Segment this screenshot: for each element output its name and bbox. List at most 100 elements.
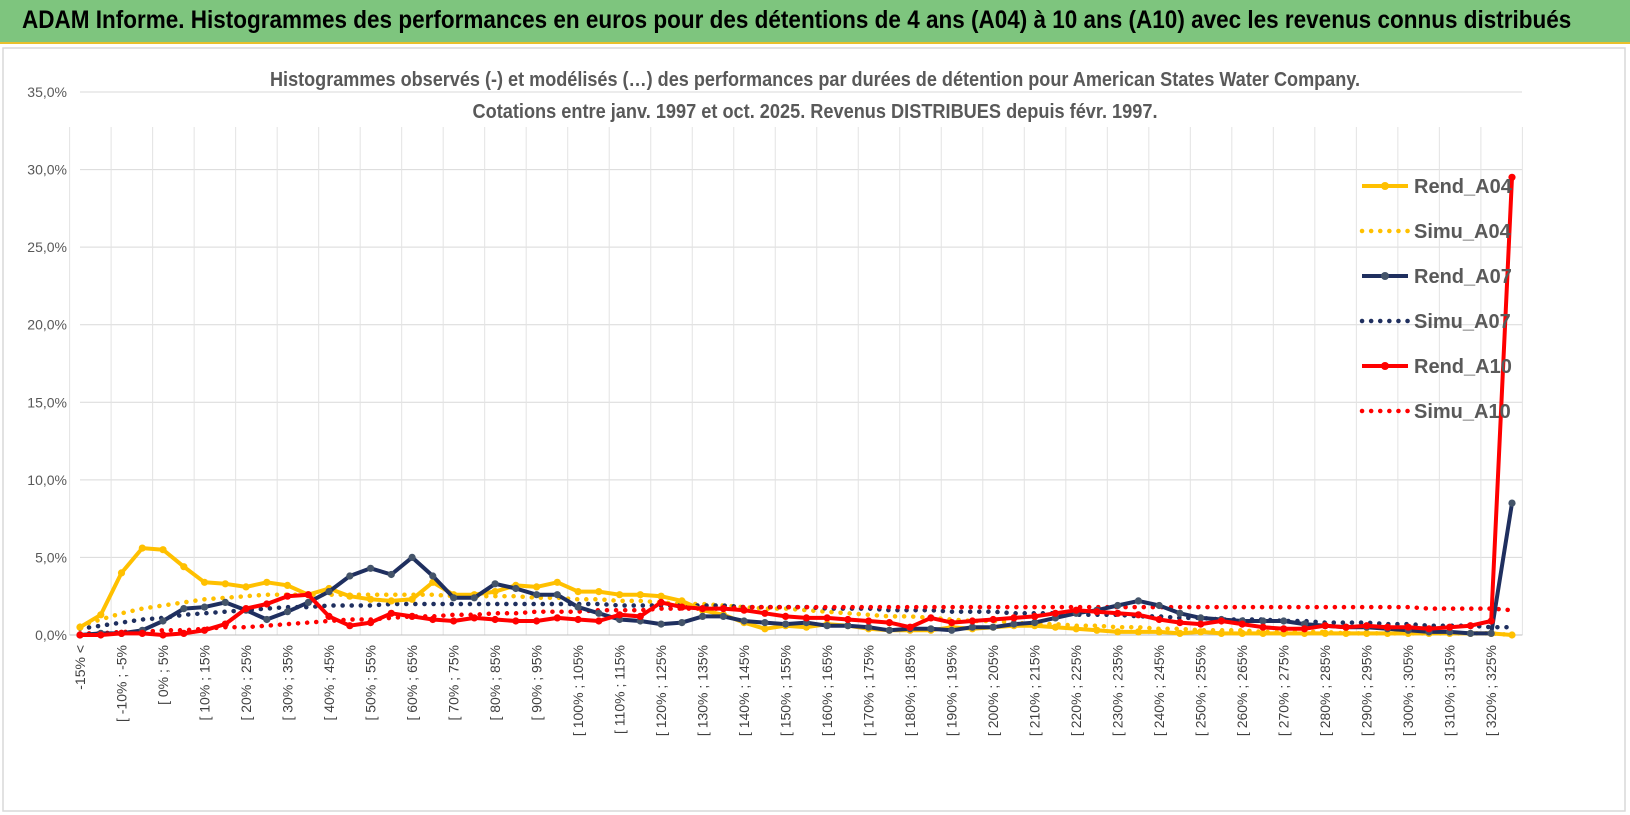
- data-point: [470, 594, 478, 602]
- x-tick-label: [ 250% ; 255%: [1193, 645, 1209, 736]
- legend-item-Rend_A07: Rend_A07: [1362, 266, 1512, 288]
- data-point: [1176, 609, 1184, 617]
- data-point: [200, 603, 209, 611]
- x-tick-label: [ 210% ; 215%: [1027, 645, 1043, 736]
- data-point: [1487, 617, 1495, 625]
- series-Rend_A10: [76, 173, 1516, 639]
- data-point: [159, 617, 167, 625]
- data-point: [948, 619, 956, 627]
- x-tick-label: [ 60% ; 65%: [404, 645, 420, 721]
- data-point: [263, 615, 271, 624]
- data-point: [616, 611, 624, 619]
- data-point: [906, 623, 914, 631]
- data-point: [1176, 619, 1184, 627]
- data-point: [1321, 629, 1329, 638]
- data-point: [1072, 606, 1080, 614]
- data-point: [1238, 629, 1246, 638]
- data-point: [1217, 617, 1225, 625]
- data-point: [283, 592, 292, 600]
- x-tick-label: [ 90% ; 95%: [529, 645, 545, 721]
- data-point: [802, 614, 811, 622]
- data-point: [1134, 611, 1142, 619]
- data-point: [387, 597, 395, 605]
- series-layer: [76, 173, 1516, 639]
- data-point: [325, 612, 333, 621]
- banner: ADAM Informe. Histogrammes des performan…: [0, 0, 1630, 44]
- data-point: [408, 612, 416, 621]
- chart-title-line1: Histogrammes observés (-) et modélisés (…: [270, 69, 1360, 91]
- data-point: [346, 622, 354, 630]
- data-point: [1280, 617, 1288, 625]
- series-line: [80, 177, 1514, 637]
- data-point: [1342, 623, 1350, 631]
- data-point: [1031, 612, 1039, 621]
- data-point: [1155, 601, 1163, 610]
- x-tick-label: [ 220% ; 225%: [1068, 645, 1084, 736]
- data-point: [533, 583, 541, 591]
- y-tick-label: 5,0%: [35, 549, 67, 565]
- legend: Rend_A04 Simu_A04 Rend_A07 Simu_A07 Rend_A10…: [1359, 176, 1513, 423]
- data-point: [283, 581, 292, 590]
- x-tick-label: [ 20% ; 25%: [238, 645, 254, 721]
- data-point: [242, 605, 250, 613]
- legend-label: Simu_A04: [1414, 221, 1512, 243]
- data-point: [1487, 629, 1495, 638]
- data-point: [1010, 620, 1018, 628]
- data-point: [97, 611, 105, 619]
- data-point: [1280, 625, 1288, 633]
- data-point: [1155, 628, 1163, 636]
- x-axis: -15% < [ -10% ; -5% [ 0% ; 5% [ 10% ; 15% [ …: [69, 634, 1523, 736]
- data-point: [885, 626, 894, 634]
- data-point: [1383, 623, 1392, 631]
- data-point: [699, 605, 707, 613]
- data-point: [844, 615, 852, 624]
- banner-title: ADAM Informe. Histogrammes des performan…: [22, 6, 1572, 34]
- data-point: [1363, 622, 1371, 630]
- x-tick-label: [ 160% ; 165%: [819, 645, 835, 736]
- data-point: [1466, 629, 1475, 638]
- data-point: [1051, 609, 1059, 617]
- data-point: [304, 591, 312, 599]
- data-point: [657, 592, 665, 600]
- data-point: [450, 594, 458, 602]
- legend-item-Simu_A07: Simu_A07: [1359, 311, 1511, 333]
- data-point: [180, 605, 188, 613]
- data-point: [1176, 629, 1184, 638]
- legend-marker: [1381, 182, 1389, 190]
- data-point: [1197, 628, 1205, 636]
- data-point: [761, 609, 769, 617]
- data-point: [512, 617, 520, 625]
- data-point: [1238, 620, 1246, 628]
- data-point: [782, 620, 790, 628]
- data-point: [346, 592, 354, 600]
- series-Simu_A04: [77, 592, 1515, 638]
- data-point: [1446, 623, 1454, 631]
- x-tick-label: [ -10% ; -5%: [114, 645, 130, 722]
- legend-item-Rend_A04: Rend_A04: [1362, 176, 1513, 198]
- data-point: [1259, 629, 1267, 638]
- data-point: [367, 595, 375, 603]
- data-point: [367, 564, 375, 572]
- x-tick-label: [ 110% ; 115%: [612, 645, 628, 734]
- x-tick-label: [ 190% ; 195%: [944, 645, 960, 736]
- data-point: [1114, 601, 1122, 610]
- y-tick-label: 20,0%: [27, 317, 67, 333]
- legend-label: Rend_A07: [1414, 266, 1512, 288]
- data-point: [180, 629, 188, 638]
- data-point: [927, 625, 935, 633]
- data-point: [761, 625, 769, 633]
- data-point: [346, 572, 354, 580]
- data-point: [200, 578, 209, 586]
- data-point: [678, 597, 686, 605]
- data-point: [221, 580, 229, 588]
- data-point: [1197, 614, 1205, 622]
- data-point: [1342, 629, 1350, 638]
- legend-label: Rend_A10: [1414, 356, 1512, 378]
- x-tick-label: [ 80% ; 85%: [487, 645, 503, 721]
- x-tick-label: [ 30% ; 35%: [280, 645, 296, 721]
- data-point: [636, 612, 644, 621]
- data-point: [283, 608, 292, 616]
- x-tick-label: -15% <: [72, 645, 88, 690]
- x-tick-label: [ 240% ; 245%: [1151, 645, 1167, 736]
- legend-item-Simu_A04: Simu_A04: [1359, 221, 1512, 243]
